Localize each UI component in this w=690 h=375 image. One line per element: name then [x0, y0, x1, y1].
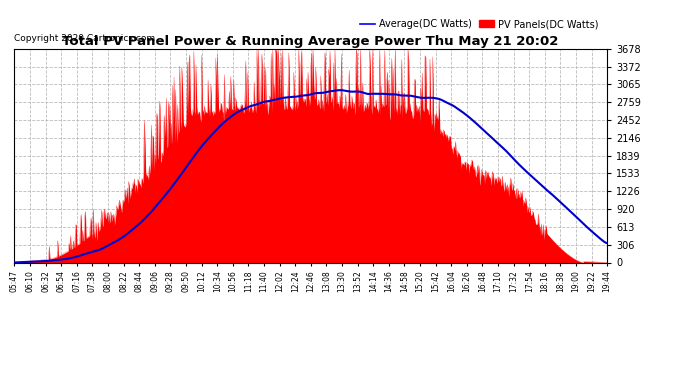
- Title: Total PV Panel Power & Running Average Power Thu May 21 20:02: Total PV Panel Power & Running Average P…: [62, 34, 559, 48]
- Text: Copyright 2020 Cartronics.com: Copyright 2020 Cartronics.com: [14, 34, 155, 43]
- Legend: Average(DC Watts), PV Panels(DC Watts): Average(DC Watts), PV Panels(DC Watts): [357, 15, 602, 33]
